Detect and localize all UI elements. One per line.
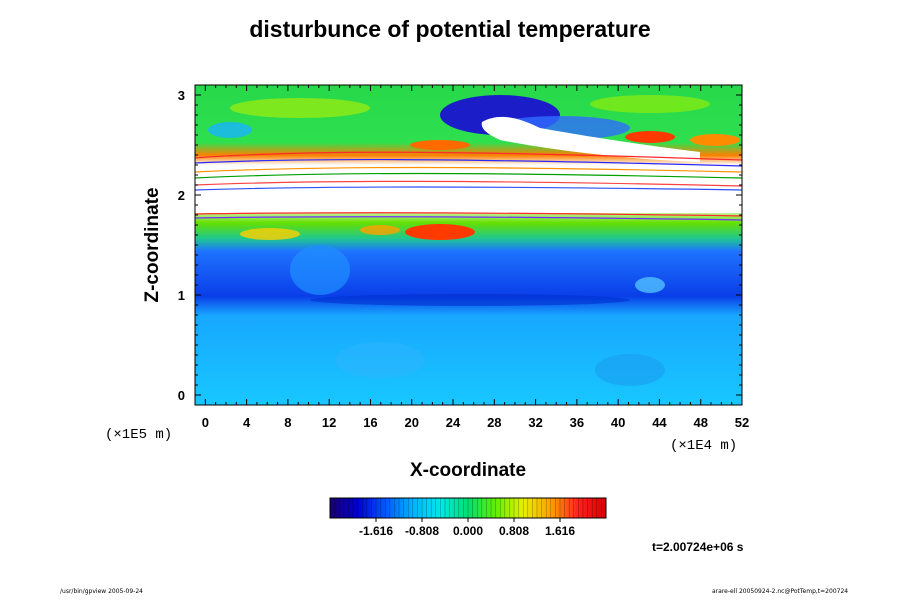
x-tick-label: 4 xyxy=(243,415,251,430)
heatmap-streak xyxy=(194,186,743,191)
y-tick-label: 1 xyxy=(178,288,185,303)
y-unit-label: (×1E5 m) xyxy=(105,427,172,443)
x-tick-label: 32 xyxy=(528,415,542,430)
colorbar-segments xyxy=(334,498,602,518)
footer-right: arare-ell 20050924-2.nc@PotTemp,t=200724 xyxy=(712,588,849,595)
heatmap-patch xyxy=(230,98,370,118)
heatmap-patch xyxy=(335,342,425,378)
x-tick-label: 20 xyxy=(405,415,419,430)
x-tick-label: 36 xyxy=(570,415,584,430)
heatmap-warm-patch xyxy=(410,140,470,150)
heatmap-patch xyxy=(635,277,665,293)
x-tick-label: 40 xyxy=(611,415,625,430)
x-tick-label: 8 xyxy=(284,415,291,430)
colorbar-tick-label: 0.000 xyxy=(453,524,483,538)
heatmap-patch xyxy=(310,294,630,306)
heatmap-patch xyxy=(290,245,350,295)
heatmap-patch xyxy=(590,95,710,113)
x-tick-label: 44 xyxy=(652,415,667,430)
x-unit-label: (×1E4 m) xyxy=(670,438,737,454)
x-tick-label: 12 xyxy=(322,415,336,430)
y-axis-label: Z-coordinate xyxy=(142,187,163,302)
heatmap-streak xyxy=(194,166,743,173)
x-tick-label: 28 xyxy=(487,415,501,430)
colorbar-tick-label: 1.616 xyxy=(545,524,575,538)
heatmap-warm-patch xyxy=(690,134,740,146)
colorbar-tick-label: -0.808 xyxy=(405,524,439,538)
axis-ticks xyxy=(195,85,743,405)
heatmap-patch xyxy=(595,354,665,386)
colorbar-tick-label: -1.616 xyxy=(359,524,393,538)
colorbar: -1.616 -0.808 0.000 0.808 1.616 xyxy=(329,497,607,538)
heatmap-streak xyxy=(194,151,743,161)
x-tick-label: 0 xyxy=(202,415,209,430)
time-label: t=2.00724e+06 s xyxy=(652,540,744,554)
heatmap-white-band xyxy=(195,195,742,213)
heatmap-striations xyxy=(194,151,743,221)
heatmap-field xyxy=(194,85,743,405)
heatmap-warm-patch xyxy=(405,224,475,240)
x-axis-label: X-coordinate xyxy=(410,460,526,481)
footer-left: /usr/bin/gpview 2005-09-24 xyxy=(60,588,143,595)
heatmap-warm-patch xyxy=(625,131,675,143)
x-tick-label: 24 xyxy=(446,415,461,430)
x-tick-label: 16 xyxy=(363,415,377,430)
heatmap-patch xyxy=(240,228,300,240)
y-tick-label: 3 xyxy=(178,88,185,103)
heatmap-white-region xyxy=(481,116,700,162)
heatmap-streak xyxy=(194,216,743,221)
heatmap-streak xyxy=(194,180,743,187)
heatmap-streak xyxy=(194,158,743,167)
heatmap-streak xyxy=(194,172,743,179)
colorbar-ticks: -1.616 -0.808 0.000 0.808 1.616 xyxy=(359,518,575,538)
x-tick-label: 48 xyxy=(693,415,707,430)
heatmap-patch xyxy=(208,122,252,138)
y-tick-label: 2 xyxy=(178,188,185,203)
heatmap-patch xyxy=(360,225,400,235)
y-tick-label: 0 xyxy=(178,388,185,403)
colorbar-tick-label: 0.808 xyxy=(499,524,529,538)
x-tick-label: 52 xyxy=(735,415,749,430)
chart-title: disturbunce of potential temperature xyxy=(249,16,651,42)
heatmap-streak xyxy=(194,212,743,217)
